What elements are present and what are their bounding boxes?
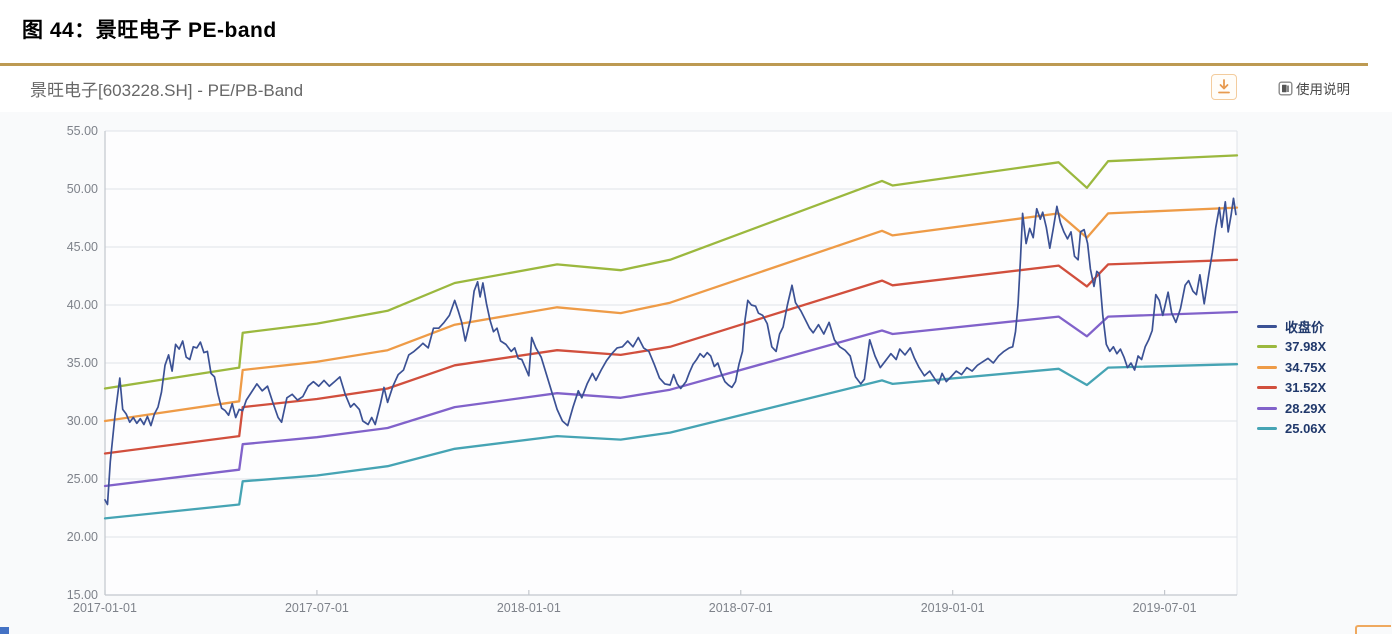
y-axis-label: 20.00: [67, 530, 98, 544]
x-axis-label: 2019-07-01: [1133, 601, 1197, 615]
x-axis-label: 2018-01-01: [497, 601, 561, 615]
usage-help-button[interactable]: 使用说明: [1278, 79, 1350, 97]
usage-help-label: 使用说明: [1296, 82, 1350, 97]
y-axis-label: 40.00: [67, 298, 98, 312]
legend-item-37.98X[interactable]: 37.98X: [1257, 337, 1326, 358]
figure-caption: 图 44：景旺电子 PE-band: [22, 19, 277, 42]
x-axis-label: 2018-07-01: [709, 601, 773, 615]
x-axis-label: 2017-01-01: [73, 601, 137, 615]
legend-item-收盘价[interactable]: 收盘价: [1257, 316, 1326, 337]
y-axis-label: 50.00: [67, 182, 98, 196]
y-axis-label: 45.00: [67, 240, 98, 254]
legend-label: 37.98X: [1285, 339, 1327, 355]
legend-swatch: [1257, 345, 1277, 349]
legend-label: 34.75X: [1285, 359, 1327, 375]
cutoff-element-right: [1355, 625, 1391, 634]
legend-label: 28.29X: [1285, 400, 1327, 416]
legend-swatch: [1257, 406, 1277, 410]
legend-swatch: [1257, 386, 1277, 390]
series-line-31.52X: [103, 258, 1239, 455]
legend-label: 31.52X: [1285, 380, 1327, 396]
y-axis-label: 55.00: [67, 124, 98, 138]
x-axis-label: 2019-01-01: [921, 601, 985, 615]
legend-label: 25.06X: [1285, 421, 1327, 437]
legend-swatch: [1257, 427, 1277, 431]
chart-legend: 收盘价 37.98X 34.75X 31.52X 28.29X 25.06X: [1257, 316, 1326, 439]
legend-item-28.29X[interactable]: 28.29X: [1257, 398, 1326, 419]
legend-item-34.75X[interactable]: 34.75X: [1257, 357, 1326, 378]
legend-item-25.06X[interactable]: 25.06X: [1257, 419, 1326, 440]
series-line-28.29X: [103, 310, 1239, 488]
chart-title: 景旺电子[603228.SH] - PE/PB-Band: [30, 81, 304, 100]
legend-swatch: [1257, 365, 1277, 369]
x-axis-label: 2017-07-01: [285, 601, 349, 615]
manual-icon: [1278, 81, 1293, 96]
gold-divider: [0, 63, 1368, 66]
legend-item-31.52X[interactable]: 31.52X: [1257, 378, 1326, 399]
series-line-25.06X: [103, 363, 1239, 520]
series-line-34.75X: [103, 206, 1239, 423]
y-axis-label: 15.00: [67, 588, 98, 602]
legend-swatch: [1257, 324, 1277, 328]
y-axis-label: 30.00: [67, 414, 98, 428]
cutoff-element-left: [0, 627, 9, 634]
download-icon: [1218, 79, 1230, 94]
y-axis-label: 35.00: [67, 356, 98, 370]
y-axis-label: 25.00: [67, 472, 98, 486]
series-line-37.98X: [103, 154, 1239, 390]
download-button[interactable]: [1211, 74, 1237, 100]
series-line-收盘价: [104, 197, 1237, 506]
legend-label: 收盘价: [1285, 319, 1325, 335]
